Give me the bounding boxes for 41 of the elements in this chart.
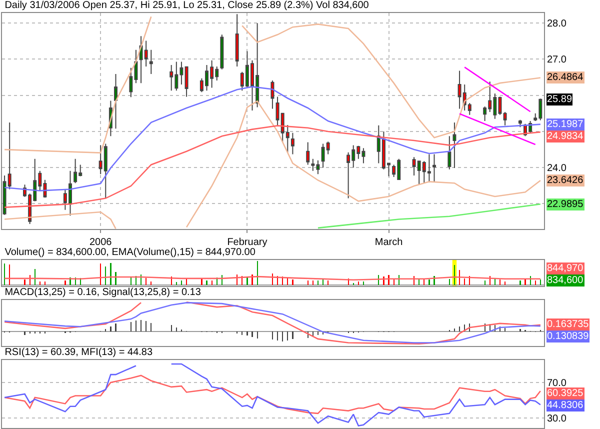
candlestick: [518, 119, 522, 128]
x-tick-label: February: [227, 237, 268, 248]
chart-title: RSI(13) = 60.39, MFI(13) = 44.83: [4, 347, 153, 358]
candlestick: [306, 142, 310, 166]
candlestick: [149, 49, 153, 75]
candlestick: [432, 154, 436, 183]
text: 844,970: [547, 263, 584, 274]
text: 60.3925: [547, 388, 584, 399]
y-tick-label: 30.0: [547, 413, 567, 424]
text: 25.89: [547, 94, 572, 105]
chart-title: Daily 31/03/2006 Open 25.37, Hi 25.91, Lo 25.31, Close 25.89 (2.3%) Vol 834,600: [4, 0, 370, 11]
y-tick-label: 28.0: [547, 18, 567, 30]
candlestick: [290, 132, 294, 155]
line-series: [317, 203, 542, 229]
y-tick-label: 27.0: [547, 54, 567, 66]
candlestick: [184, 66, 188, 98]
y-tick-label: 24.0: [547, 163, 567, 174]
line-series: [4, 374, 542, 414]
text: 25.1987: [547, 119, 584, 130]
chart-title: Volume() = 834,600.00, EMA(Volume(),15) = 844,970.00: [4, 247, 256, 258]
x-tick-label: March: [374, 237, 403, 248]
text: 26.4864: [547, 72, 584, 83]
line-series: [4, 125, 542, 208]
text: 834,600: [547, 275, 584, 286]
line-series: [4, 86, 542, 192]
candlestick: [114, 74, 118, 130]
candlestick: [220, 34, 224, 70]
y-tick-label: 70.0: [547, 378, 567, 390]
x-tick-label: 2006: [89, 237, 112, 248]
chart-title: MACD(13,25) = 0.16, Signal(13,25,8) = 0.13: [4, 287, 202, 298]
text: 23.6426: [547, 175, 584, 186]
text: 22.9895: [547, 199, 584, 210]
text: 0.163735: [547, 319, 590, 330]
text: 44.8306: [547, 400, 584, 411]
text: 24.9834: [547, 131, 584, 142]
text: 0.130839: [547, 331, 590, 342]
candlestick: [503, 111, 507, 126]
candlestick: [270, 80, 274, 110]
candlestick: [235, 14, 239, 67]
candlestick: [448, 136, 452, 170]
candlestick: [452, 122, 456, 168]
